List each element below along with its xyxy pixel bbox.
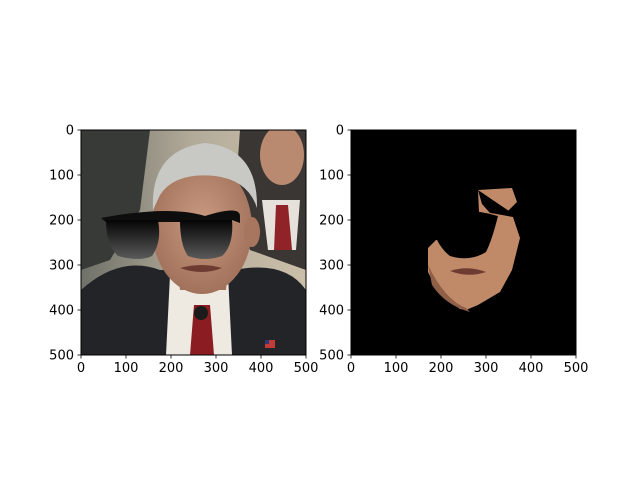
right-image-panel bbox=[351, 130, 576, 355]
right-y-tick-label: 100 bbox=[319, 169, 344, 184]
left-y-tick-label: 100 bbox=[49, 169, 74, 184]
segmented-mouth bbox=[450, 268, 486, 275]
left-x-tick-label: 300 bbox=[204, 361, 229, 376]
right-x-tick-label: 500 bbox=[564, 361, 589, 376]
right-y-tick-label: 200 bbox=[319, 214, 344, 229]
sunglasses-icon bbox=[101, 210, 240, 259]
right-y-tick-label: 0 bbox=[336, 124, 344, 139]
right-axes-frame bbox=[350, 129, 577, 356]
left-lens bbox=[106, 220, 160, 259]
right-lens bbox=[180, 220, 233, 259]
background-person-face bbox=[260, 130, 304, 185]
hair bbox=[152, 143, 258, 210]
mouth bbox=[180, 265, 222, 272]
right-y-tick-label: 500 bbox=[319, 349, 344, 364]
left-background-figure bbox=[81, 130, 150, 270]
background-person-tie bbox=[274, 205, 292, 250]
blacked-out-sunglasses bbox=[428, 209, 498, 259]
right-x-tick-label: 0 bbox=[347, 361, 355, 376]
left-y-tick-label: 200 bbox=[49, 214, 74, 229]
left-y-tick-label: 0 bbox=[66, 124, 74, 139]
left-y-tick-label: 400 bbox=[49, 304, 74, 319]
left-image-panel bbox=[81, 130, 306, 355]
right-x-tick-label: 100 bbox=[384, 361, 409, 376]
right-y-tick-label: 300 bbox=[319, 259, 344, 274]
right-y-tick-label: 400 bbox=[319, 304, 344, 319]
blacked-out-sunglasses-right bbox=[478, 190, 515, 215]
right-ear bbox=[244, 217, 260, 247]
left-x-tick-label: 200 bbox=[159, 361, 184, 376]
flag-pin bbox=[265, 340, 275, 348]
left-y-tick-label: 300 bbox=[49, 259, 74, 274]
left-x-tick-label: 500 bbox=[294, 361, 319, 376]
left-x-tick-label: 400 bbox=[249, 361, 274, 376]
right-x-tick-label: 300 bbox=[474, 361, 499, 376]
microphone bbox=[194, 306, 208, 320]
left-x-tick-label: 0 bbox=[77, 361, 85, 376]
flag-pin-canton bbox=[265, 340, 269, 344]
left-y-tick-label: 500 bbox=[49, 349, 74, 364]
right-x-tick-label: 400 bbox=[519, 361, 544, 376]
left-x-tick-label: 100 bbox=[114, 361, 139, 376]
left-axes-frame bbox=[80, 129, 307, 356]
segmented-face-shadow bbox=[428, 265, 470, 312]
right-x-tick-label: 200 bbox=[429, 361, 454, 376]
